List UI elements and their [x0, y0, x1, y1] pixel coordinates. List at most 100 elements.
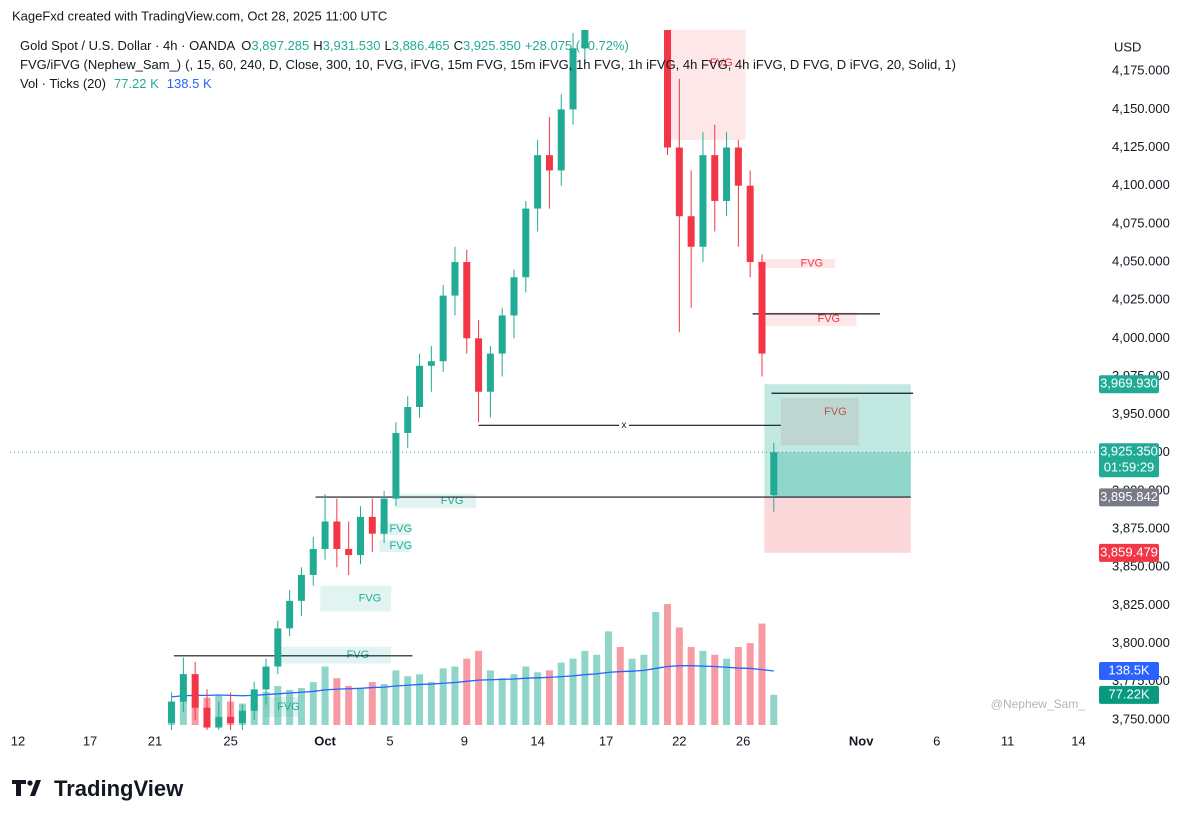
candle-body	[746, 185, 754, 263]
fvg-label: FVG	[818, 313, 841, 325]
candle-body	[404, 407, 412, 433]
o-key: O	[241, 38, 251, 53]
price-badge-label: 77.22K	[1108, 686, 1150, 701]
symbol: Gold Spot / U.S. Dollar · 4h · OANDA	[20, 38, 236, 53]
candle-body	[345, 548, 353, 556]
candle-body	[723, 147, 731, 201]
candle-body	[451, 262, 459, 296]
position-open	[773, 452, 911, 498]
indicator: FVG/iFVG (Nephew_Sam_)	[20, 57, 181, 72]
candle-body	[427, 361, 435, 366]
candle-body	[545, 155, 553, 171]
candle-body	[416, 365, 424, 408]
volume-bar	[321, 666, 329, 725]
volume-bar	[309, 682, 317, 725]
price-badge	[1099, 685, 1159, 704]
fvg-zone	[320, 585, 392, 612]
credit: KageFxd created with TradingView.com, Oc…	[12, 8, 387, 23]
candle-body	[522, 208, 530, 278]
candle-body	[380, 498, 388, 534]
h-value: 3,931.530	[323, 38, 381, 53]
price-badge-label: 3,925.350	[1100, 444, 1158, 459]
volume-bar	[486, 670, 494, 725]
candle-body	[321, 521, 329, 549]
x-tick-label: Nov	[849, 733, 874, 748]
volume-bar	[746, 643, 754, 725]
y-tick-label: 3,950.000	[1112, 406, 1170, 421]
candle-body	[664, 30, 672, 148]
candle-body	[510, 277, 518, 316]
price-badge-label: 3,969.930	[1100, 376, 1158, 391]
volume-bar	[416, 674, 424, 725]
fvg-label: FVG	[347, 649, 370, 661]
candle-body	[687, 216, 695, 247]
candle-body	[392, 432, 400, 499]
candle-body	[734, 147, 742, 186]
candle-body	[439, 295, 447, 362]
candle-body	[309, 548, 317, 575]
candle-body	[758, 262, 766, 354]
volume-bar	[687, 646, 695, 725]
y-tick-label: 3,850.000	[1112, 559, 1170, 574]
volume-bar	[439, 668, 447, 725]
indicator-legend: FVG/iFVG (Nephew_Sam_) (, 15, 60, 240, D,…	[20, 57, 956, 72]
x-tick-label: 9	[461, 733, 468, 748]
candle-body	[356, 516, 364, 556]
x-tick-label: 6	[933, 733, 940, 748]
candle-body	[333, 521, 341, 549]
volume-bar	[545, 670, 553, 725]
volume-ma-value: 138.5 K	[167, 76, 212, 91]
volume-value: 77.22 K	[114, 76, 159, 91]
candle-body	[699, 155, 707, 247]
y-tick-label: 3,750.000	[1112, 711, 1170, 726]
fvg-zone	[764, 312, 857, 327]
volume-bar	[297, 687, 305, 725]
candle-body	[168, 701, 176, 723]
volume-bar	[522, 666, 530, 725]
candle-body	[475, 338, 483, 392]
watermark: @Nephew_Sam_	[991, 697, 1086, 711]
l-key: L	[385, 38, 392, 53]
volume-title: Vol · Ticks (20)	[20, 76, 106, 91]
price-badge	[1099, 543, 1159, 562]
candle-body	[534, 155, 542, 209]
volume-bar	[356, 687, 364, 725]
candle-body	[297, 574, 305, 601]
fvg-zone	[395, 494, 477, 508]
x-tick-label: 22	[672, 733, 686, 748]
fvg-zone	[665, 30, 746, 140]
volume-bar	[475, 650, 483, 725]
candle-body	[286, 600, 294, 629]
volume-bar	[392, 670, 400, 725]
x-tick-label: Oct	[314, 733, 336, 748]
candle-body	[581, 30, 589, 49]
candle-body	[262, 666, 270, 690]
position-loss	[764, 497, 911, 553]
volume-bar	[675, 627, 683, 725]
price-badge-label: 3,895.842	[1100, 489, 1158, 504]
y-tick-label: 4,025.000	[1112, 292, 1170, 307]
volume-bar	[274, 685, 282, 725]
price-badge	[1099, 488, 1159, 507]
candle-body	[203, 707, 211, 728]
x-tick-label: 14	[530, 733, 544, 748]
y-tick-label: 4,100.000	[1112, 177, 1170, 192]
volume-bar	[380, 684, 388, 725]
volume-bar	[557, 662, 565, 725]
x-tick-label: 21	[148, 733, 162, 748]
fvg-label: FVG	[441, 495, 464, 507]
volume-bar	[593, 654, 601, 725]
c-value: 3,925.350	[463, 38, 521, 53]
price-axis: 3,750.0003,775.0003,800.0003,825.0003,85…	[11, 63, 1170, 749]
candle-body	[711, 155, 719, 201]
volume-bar	[463, 658, 471, 725]
volume-bar	[640, 654, 648, 725]
fvg-zone	[280, 646, 392, 664]
fvg-label: FVG	[390, 523, 413, 535]
candle-body	[238, 710, 246, 723]
brand-logo	[12, 780, 41, 796]
fvg-zone	[757, 258, 836, 269]
legend-ohlc: Gold Spot / U.S. Dollar · 4h · OANDA O3,8…	[20, 38, 629, 53]
volume-bar	[569, 658, 577, 725]
h-key: H	[313, 38, 322, 53]
